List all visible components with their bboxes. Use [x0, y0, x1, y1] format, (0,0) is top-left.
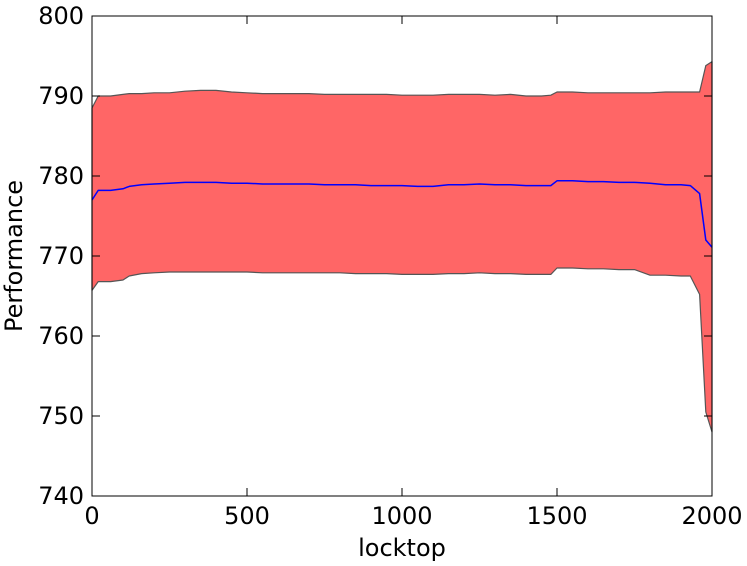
x-tick-label: 0 — [84, 502, 99, 530]
x-tick-label: 500 — [224, 502, 270, 530]
tick-labels-layer: 0 500 1000 1500 2000 740 750 760 770 780 790 800 — [38, 2, 742, 530]
y-tick-label: 750 — [38, 402, 84, 430]
y-tick-label: 770 — [38, 242, 84, 270]
x-tick-label: 1500 — [526, 502, 587, 530]
y-axis-label: Performance — [0, 180, 28, 332]
mean-line — [91, 180, 713, 248]
x-tick-label: 2000 — [681, 502, 742, 530]
confidence-band — [91, 60, 713, 433]
x-axis-label: locktop — [358, 534, 446, 562]
ticks-layer — [91, 15, 713, 497]
y-tick-label: 790 — [38, 82, 84, 110]
y-tick-label: 760 — [38, 322, 84, 350]
y-tick-label: 740 — [38, 482, 84, 510]
y-tick-label: 800 — [38, 2, 84, 30]
x-tick-label: 1000 — [371, 502, 432, 530]
mean-line-layer — [91, 180, 713, 248]
y-tick-label: 780 — [38, 162, 84, 190]
band-layer — [91, 60, 713, 433]
